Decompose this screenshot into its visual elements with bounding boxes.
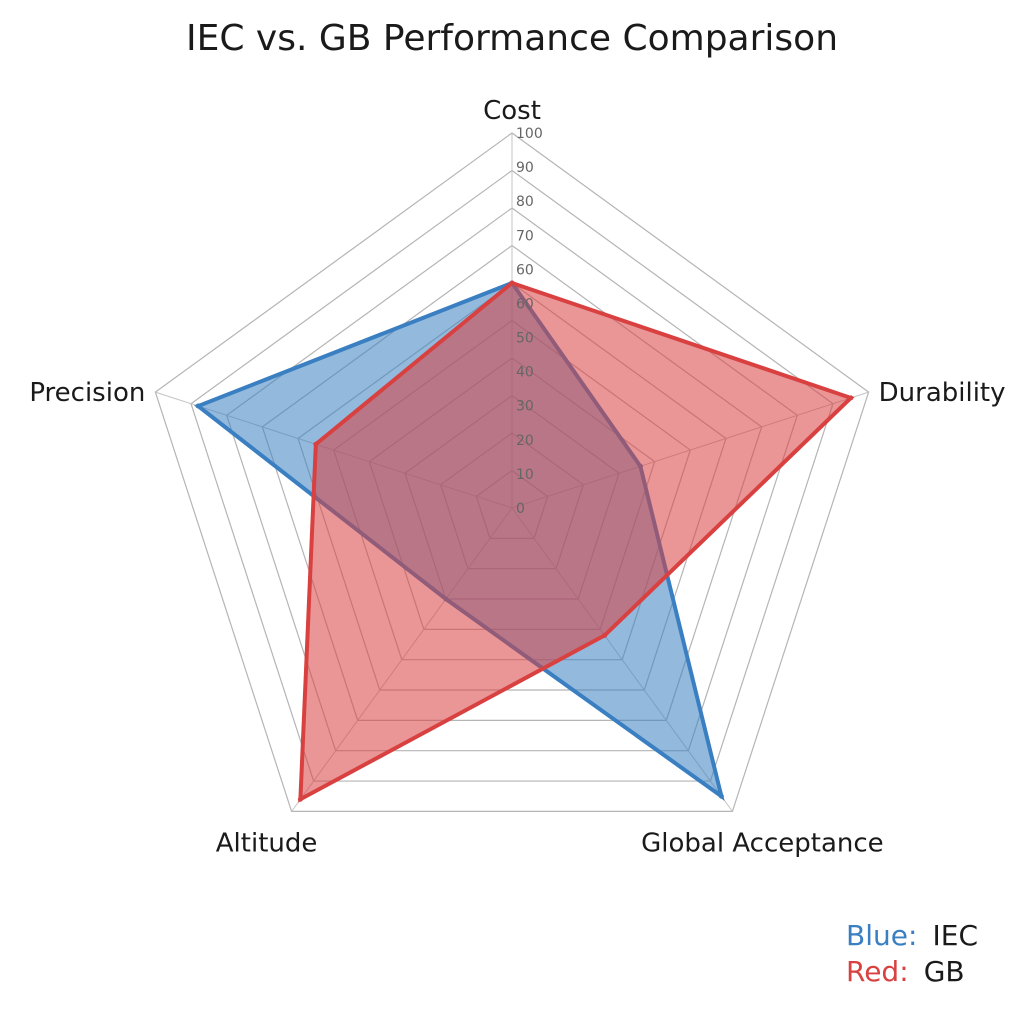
- tick-label-2: 20: [516, 433, 534, 449]
- axis-labels: Cost Durability Global Acceptance Altitude P…: [29, 96, 1005, 858]
- series-gb-point-global-acceptance: [602, 632, 608, 638]
- series-gb-point-durability: [848, 395, 854, 401]
- chart-title: IEC vs. GB Performance Comparison: [186, 18, 838, 59]
- series-iec-point-precision: [195, 403, 201, 409]
- axis-label-cost: Cost: [483, 96, 541, 126]
- tick-label-4: 40: [516, 365, 534, 381]
- tick-label-8: 70: [516, 228, 534, 244]
- axis-label-precision: Precision: [29, 378, 145, 408]
- tick-label-1: 10: [516, 467, 534, 483]
- tick-label-7: 60: [516, 262, 534, 278]
- axis-label-global-acceptance: Global Acceptance: [641, 828, 884, 858]
- tick-label-6: 60: [516, 296, 534, 312]
- radar-series: [194, 280, 855, 803]
- series-iec-point-global-acceptance: [718, 793, 724, 799]
- grid-ring-9: [190, 169, 834, 782]
- axis-label-altitude: Altitude: [216, 828, 318, 858]
- legend-value-iec: IEC: [933, 919, 979, 952]
- legend: Blue: IEC Red: GB: [846, 919, 978, 988]
- series-gb-point-precision: [313, 441, 319, 447]
- svg-text:Blue: IEC: Blue: IEC: [846, 919, 978, 952]
- radial-tick-labels: 0 10 20 30 40 50 60 60 70 80 90 100: [516, 126, 543, 517]
- tick-label-9: 80: [516, 194, 534, 210]
- legend-key-gb: Red:: [846, 955, 909, 988]
- series-gb-area: [298, 280, 855, 803]
- svg-text:Red: GB: Red: GB: [846, 955, 965, 988]
- legend-value-gb: GB: [924, 955, 965, 988]
- series-gb-point-cost: [509, 280, 515, 286]
- grid-ring-10: [154, 132, 870, 812]
- series-gb-point-altitude: [297, 796, 303, 802]
- tick-label-5: 50: [516, 331, 534, 347]
- axis-label-durability: Durability: [879, 378, 1006, 408]
- tick-label-11: 100: [516, 126, 543, 142]
- tick-label-0: 0: [516, 501, 525, 517]
- tick-label-3: 30: [516, 399, 534, 415]
- tick-label-10: 90: [516, 160, 534, 176]
- legend-key-iec: Blue:: [846, 919, 917, 952]
